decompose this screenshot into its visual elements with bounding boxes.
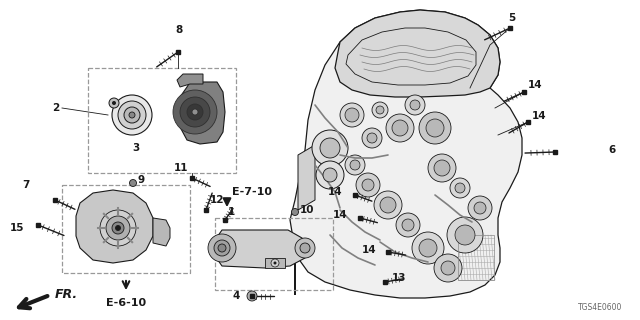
Circle shape: [112, 95, 152, 135]
Circle shape: [192, 109, 198, 115]
Polygon shape: [76, 190, 153, 263]
Circle shape: [419, 112, 451, 144]
Circle shape: [187, 104, 203, 120]
Circle shape: [312, 130, 348, 166]
Circle shape: [468, 196, 492, 220]
Circle shape: [173, 90, 217, 134]
Circle shape: [441, 261, 455, 275]
Circle shape: [402, 219, 414, 231]
Text: 3: 3: [132, 143, 140, 153]
Circle shape: [273, 261, 276, 265]
Circle shape: [350, 160, 360, 170]
Text: 14: 14: [332, 210, 347, 220]
Text: 5: 5: [508, 13, 515, 23]
Circle shape: [396, 213, 420, 237]
Polygon shape: [335, 10, 500, 97]
Text: 14: 14: [362, 245, 376, 255]
Circle shape: [356, 173, 380, 197]
Text: 14: 14: [528, 80, 543, 90]
Text: E-7-10: E-7-10: [232, 187, 272, 197]
Text: 11: 11: [173, 163, 188, 173]
Circle shape: [410, 100, 420, 110]
Circle shape: [218, 244, 226, 252]
Text: 2: 2: [52, 103, 60, 113]
Circle shape: [376, 106, 384, 114]
Circle shape: [109, 98, 119, 108]
Circle shape: [474, 202, 486, 214]
Circle shape: [124, 107, 140, 123]
Text: 7: 7: [22, 180, 29, 190]
Bar: [458, 235, 494, 280]
Circle shape: [380, 197, 396, 213]
Text: 15: 15: [10, 223, 24, 233]
Circle shape: [345, 155, 365, 175]
Circle shape: [386, 114, 414, 142]
Text: 4: 4: [232, 291, 240, 301]
Circle shape: [455, 183, 465, 193]
Text: 14: 14: [532, 111, 547, 121]
Circle shape: [180, 97, 210, 127]
Circle shape: [367, 133, 377, 143]
Circle shape: [374, 191, 402, 219]
Polygon shape: [215, 230, 308, 268]
Polygon shape: [290, 10, 522, 298]
Circle shape: [323, 168, 337, 182]
Circle shape: [392, 120, 408, 136]
Circle shape: [214, 240, 230, 256]
Circle shape: [208, 234, 236, 262]
Circle shape: [112, 101, 116, 105]
Circle shape: [316, 161, 344, 189]
Text: TGS4E0600: TGS4E0600: [578, 303, 622, 312]
Circle shape: [295, 238, 315, 258]
Text: 8: 8: [175, 25, 182, 35]
Circle shape: [428, 154, 456, 182]
Circle shape: [426, 119, 444, 137]
Circle shape: [362, 128, 382, 148]
Circle shape: [419, 239, 437, 257]
Circle shape: [291, 209, 298, 215]
Text: 1: 1: [228, 207, 236, 217]
Circle shape: [412, 232, 444, 264]
Text: 9: 9: [138, 175, 145, 185]
Circle shape: [372, 102, 388, 118]
Text: 6: 6: [608, 145, 615, 155]
Circle shape: [106, 216, 130, 240]
Text: 12: 12: [210, 195, 225, 205]
Circle shape: [320, 138, 340, 158]
Circle shape: [447, 217, 483, 253]
Polygon shape: [153, 218, 170, 246]
Circle shape: [112, 222, 124, 234]
Circle shape: [129, 180, 136, 187]
Circle shape: [434, 254, 462, 282]
Circle shape: [100, 210, 136, 246]
Circle shape: [115, 226, 120, 230]
Circle shape: [345, 108, 359, 122]
Polygon shape: [298, 145, 315, 210]
Circle shape: [247, 291, 257, 301]
Circle shape: [300, 243, 310, 253]
Bar: [265, 258, 285, 268]
Text: 10: 10: [300, 205, 314, 215]
Circle shape: [271, 259, 279, 267]
Circle shape: [455, 225, 475, 245]
Text: FR.: FR.: [55, 288, 78, 301]
Text: 14: 14: [328, 187, 342, 197]
Circle shape: [405, 95, 425, 115]
Circle shape: [118, 101, 146, 129]
Text: E-6-10: E-6-10: [106, 298, 146, 308]
Circle shape: [129, 112, 135, 118]
Circle shape: [362, 179, 374, 191]
Circle shape: [434, 160, 450, 176]
Text: 13: 13: [392, 273, 406, 283]
Polygon shape: [177, 82, 225, 144]
Polygon shape: [177, 74, 203, 87]
Circle shape: [340, 103, 364, 127]
Circle shape: [450, 178, 470, 198]
